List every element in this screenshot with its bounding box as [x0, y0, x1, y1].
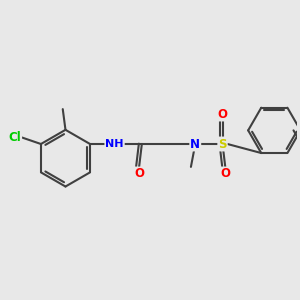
Text: Cl: Cl: [8, 131, 21, 144]
Text: N: N: [190, 137, 200, 151]
Text: O: O: [134, 167, 144, 181]
Text: O: O: [218, 107, 227, 121]
Text: O: O: [220, 167, 230, 181]
Text: S: S: [218, 137, 227, 151]
Text: NH: NH: [105, 139, 124, 149]
